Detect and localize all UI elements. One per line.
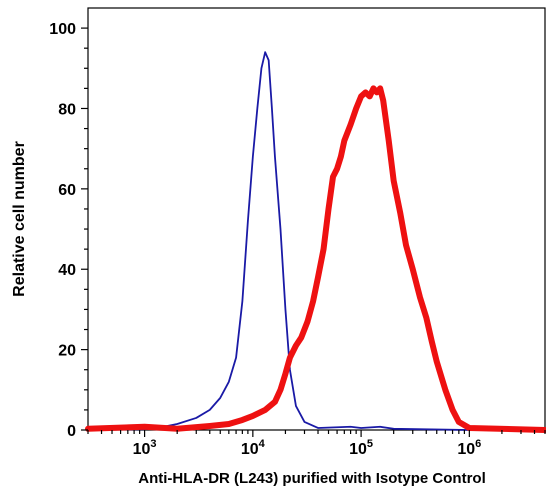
- x-axis-label: Anti-HLA-DR (L243) purified with Isotype…: [138, 470, 485, 487]
- plot-frame: [87, 7, 546, 431]
- x-tick-label: 106: [457, 438, 481, 458]
- y-tick-label: 40: [58, 262, 76, 279]
- series-layer: [85, 51, 546, 433]
- y-tick-label: 0: [67, 423, 76, 440]
- y-tick-label: 100: [49, 21, 76, 38]
- x-tick-label: 104: [241, 438, 266, 458]
- y-tick-label: 20: [58, 343, 76, 360]
- isotype-control-series: [87, 51, 546, 431]
- y-tick-label: 60: [58, 182, 76, 199]
- x-axis: 103 104 105 106: [87, 430, 546, 458]
- x-tick-label: 105: [349, 438, 373, 458]
- anti-hla-dr-series: [85, 85, 546, 433]
- x-tick-label: 103: [133, 438, 157, 458]
- plot-area: [85, 7, 546, 433]
- y-axis: 0 20 40 60 80 100: [49, 21, 88, 440]
- y-axis-label: Relative cell number: [11, 141, 28, 297]
- y-tick-label: 80: [58, 101, 76, 118]
